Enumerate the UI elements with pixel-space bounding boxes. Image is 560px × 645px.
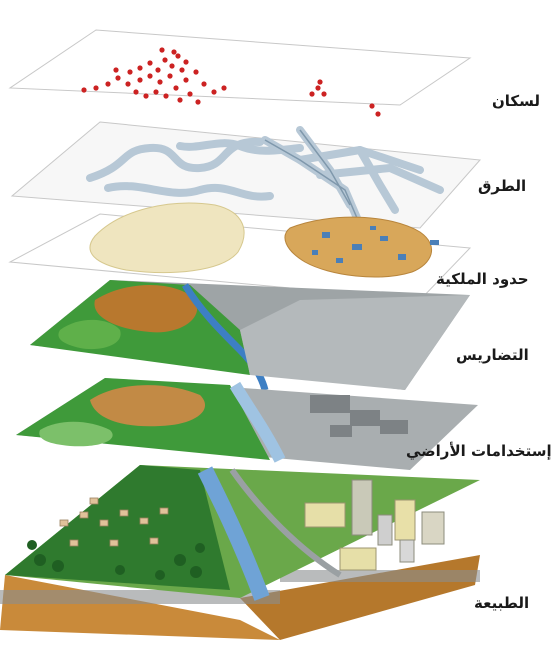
layer-label-nature: الطبيعة [474, 594, 530, 612]
layer-label-population: لسكان [492, 92, 541, 110]
layer-label-roads: الطرق [478, 177, 527, 195]
population-points [81, 47, 381, 117]
roads-layer [10, 121, 482, 229]
ownership-layer [8, 202, 472, 301]
nature-layer [0, 465, 480, 640]
landuse-layer [16, 378, 478, 470]
layer-label-landuse: إستخدامات الأراضي [406, 442, 552, 460]
layer-label-ownership: حدود الملكية [436, 270, 529, 288]
population-layer [8, 29, 472, 117]
city-buildings [304, 479, 445, 571]
layer-label-terrain: التضاريس [456, 346, 529, 364]
terrain-layer [30, 280, 470, 391]
